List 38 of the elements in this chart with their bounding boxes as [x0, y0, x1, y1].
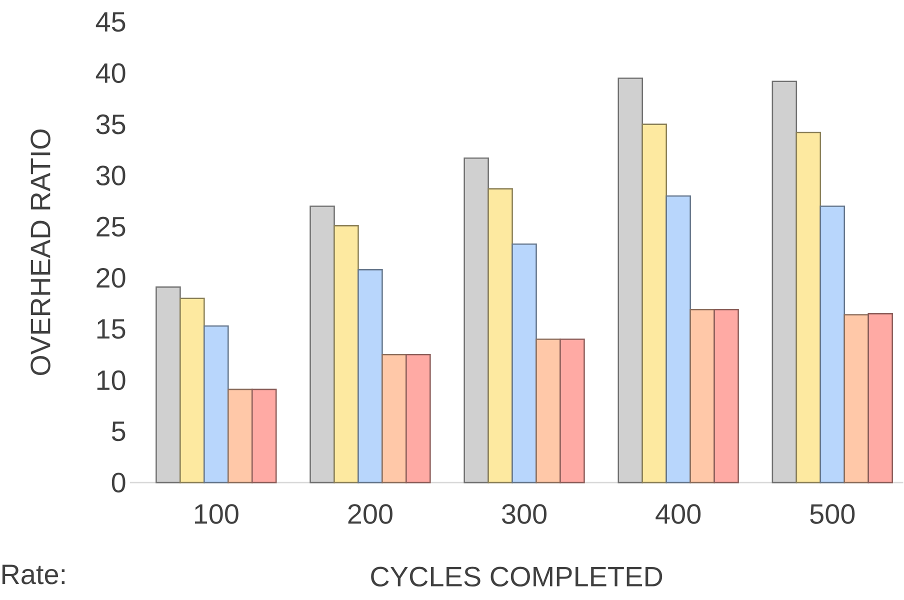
bar: [642, 123, 667, 483]
bar: [334, 224, 359, 483]
y-tick-label: 15: [97, 319, 126, 339]
x-tick-label: 300: [502, 504, 547, 524]
x-tick-label: 200: [348, 504, 392, 524]
text: Rate:: [2, 564, 65, 584]
bar: [204, 325, 229, 483]
bar: [488, 188, 513, 483]
bar: [868, 312, 893, 483]
bar: [666, 195, 691, 483]
x-tick-label: 400: [656, 504, 701, 524]
bar: [180, 297, 205, 483]
y-tick-label: 0: [112, 472, 126, 492]
bar: [228, 388, 253, 483]
x-tick-label: 100: [194, 504, 238, 524]
bar: [796, 132, 822, 483]
y-tick-label: 40: [96, 63, 126, 83]
x-axis-title: CYCLES COMPLETED: [371, 566, 662, 586]
bar: [358, 268, 383, 483]
bar: [406, 354, 431, 483]
y-axis-title: OVERHEAD RATIO: [30, 129, 50, 375]
bar: [512, 243, 537, 483]
bar: [714, 308, 739, 483]
y-tick-label: 20: [96, 268, 126, 288]
x-tick-label: 500: [810, 504, 855, 524]
y-tick-label: 25: [96, 216, 126, 236]
y-tick-label: 45: [96, 12, 126, 32]
bar: [844, 314, 870, 483]
bar: [820, 205, 846, 483]
y-tick-label: 10: [97, 370, 126, 390]
bar: [560, 338, 585, 483]
bar: [251, 388, 277, 483]
y-tick-label: 5: [112, 421, 126, 441]
y-tick-label: 30: [96, 165, 126, 186]
y-tick-label: 35: [96, 114, 126, 134]
bar: [382, 354, 407, 483]
bar: [690, 308, 715, 483]
bar: [536, 338, 561, 483]
